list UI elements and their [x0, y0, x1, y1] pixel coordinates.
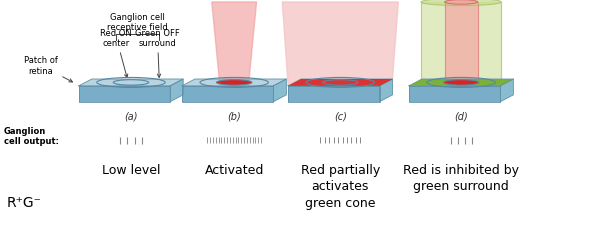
Text: R⁺G⁻: R⁺G⁻: [7, 195, 41, 209]
Text: Green OFF
surround: Green OFF surround: [135, 29, 180, 78]
Ellipse shape: [443, 80, 479, 86]
Text: Activated: Activated: [204, 163, 264, 176]
Polygon shape: [379, 80, 392, 102]
Polygon shape: [79, 86, 170, 102]
Text: Ganglion
cell output:: Ganglion cell output:: [4, 126, 59, 146]
Polygon shape: [274, 80, 287, 102]
Polygon shape: [282, 3, 398, 86]
Polygon shape: [288, 80, 392, 86]
Ellipse shape: [216, 80, 252, 86]
Text: Patch of
retina: Patch of retina: [24, 56, 73, 83]
Polygon shape: [288, 80, 392, 86]
Text: Red is inhibited by
green surround: Red is inhibited by green surround: [403, 163, 519, 192]
Text: (d): (d): [454, 111, 468, 121]
Polygon shape: [288, 86, 379, 102]
Polygon shape: [182, 80, 287, 86]
Text: (a): (a): [124, 111, 138, 121]
Polygon shape: [501, 80, 514, 102]
Ellipse shape: [421, 0, 501, 7]
Text: Red partially
activates
green cone: Red partially activates green cone: [301, 163, 380, 209]
Text: (b): (b): [228, 111, 241, 121]
Polygon shape: [212, 3, 256, 82]
Polygon shape: [409, 80, 514, 86]
Polygon shape: [182, 86, 274, 102]
Polygon shape: [421, 3, 501, 83]
Polygon shape: [79, 80, 183, 86]
Ellipse shape: [444, 1, 478, 5]
Polygon shape: [444, 3, 478, 83]
Polygon shape: [170, 80, 183, 102]
Text: Low level: Low level: [102, 163, 160, 176]
Text: (c): (c): [334, 111, 347, 121]
Polygon shape: [409, 86, 501, 102]
Polygon shape: [409, 80, 514, 86]
Text: Ganglion cell
receptive field: Ganglion cell receptive field: [108, 13, 168, 32]
Text: Red ON
center: Red ON center: [100, 29, 132, 78]
